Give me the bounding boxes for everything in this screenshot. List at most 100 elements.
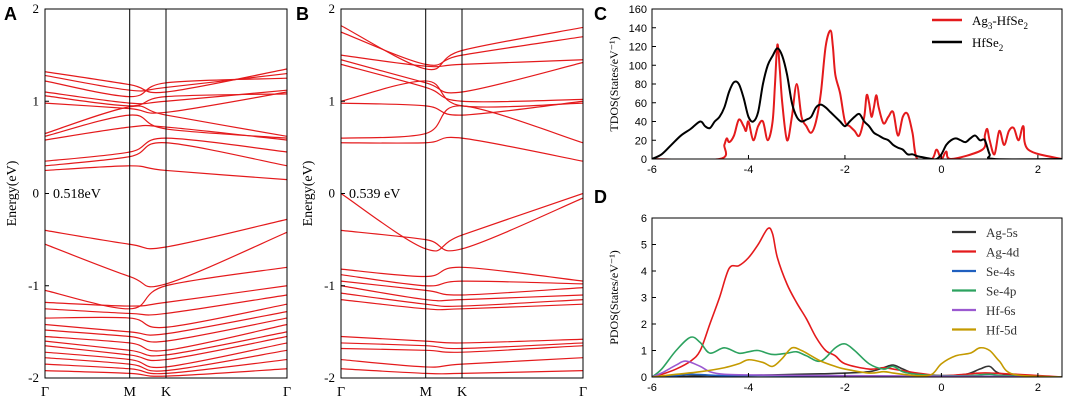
band-line-b-14 bbox=[341, 280, 583, 296]
y-tick-label-d-3: 3 bbox=[641, 293, 647, 305]
y-axis-label-d: PDOS(States/eV⁻¹) bbox=[607, 250, 621, 345]
band-panel-a: -2 -1 0 1 2 Γ M K Γ Energy(eV) 0.518eV bbox=[5, 1, 291, 400]
band-line-b-9 bbox=[341, 136, 583, 162]
y-tick-label-a-1: -1 bbox=[28, 278, 39, 293]
y-tick-label-d-0: 0 bbox=[641, 372, 647, 384]
x-tick-label-b-0: Γ bbox=[337, 385, 345, 400]
plots-layer: -2 -1 0 1 2 Γ M K Γ Energy(eV) 0.518eV -2 -1 0 1 2 Γ M K Γ E… bbox=[5, 1, 1063, 400]
y-tick-label-c-5: 100 bbox=[629, 60, 647, 72]
x-tick-label-b-2: K bbox=[457, 385, 467, 400]
legend-label-sub-0: 3 bbox=[988, 21, 993, 31]
band-lines-a bbox=[45, 68, 287, 377]
band-line-a-7 bbox=[45, 105, 287, 137]
band-line-a-15 bbox=[45, 266, 287, 310]
band-line-a-25 bbox=[45, 349, 287, 372]
panel-letter-b: B bbox=[296, 4, 309, 24]
y-tick-label-b-4: 2 bbox=[329, 1, 336, 16]
band-line-a-24 bbox=[45, 342, 287, 369]
x-tick-label-a-0: Γ bbox=[41, 385, 49, 400]
y-tick-label-d-4: 4 bbox=[641, 266, 647, 278]
band-line-b-5 bbox=[341, 63, 583, 103]
band-line-a-9 bbox=[45, 124, 287, 141]
legend-label-tail-0: -HfSe bbox=[992, 13, 1023, 28]
x-tick-label-a-1: M bbox=[123, 385, 136, 400]
panel-letter-c: C bbox=[594, 4, 607, 24]
y-tick-label-c-4: 80 bbox=[635, 79, 647, 91]
band-line-a-22 bbox=[45, 331, 287, 357]
band-line-a-12 bbox=[45, 165, 287, 181]
panel-letter-d: D bbox=[594, 187, 607, 207]
band-line-b-13 bbox=[341, 274, 583, 287]
band-line-a-10 bbox=[45, 137, 287, 162]
band-panel-b: -2 -1 0 1 2 Γ M K Γ Energy(eV) 0.539 eV bbox=[301, 1, 587, 400]
y-tick-label-b-0: -2 bbox=[324, 370, 335, 385]
y-tick-label-c-8: 160 bbox=[629, 4, 647, 16]
y-axis-label-c: TDOS(States/eV⁻¹) bbox=[607, 36, 621, 131]
band-line-b-3 bbox=[341, 54, 583, 68]
band-line-a-16 bbox=[45, 285, 287, 307]
band-line-b-11 bbox=[341, 197, 583, 252]
legend-d: Ag-5s Ag-4d Se-4s Se-4p Hf-6s Hf-5d bbox=[952, 225, 1020, 338]
legend-label-c-0: Ag3-HfSe2 bbox=[972, 13, 1028, 31]
series-lines-d bbox=[652, 227, 1062, 377]
legend-label-d-0: Ag-5s bbox=[986, 225, 1018, 240]
band-line-b-19 bbox=[341, 342, 583, 350]
band-line-a-21 bbox=[45, 323, 287, 352]
band-line-b-17 bbox=[341, 298, 583, 311]
y-tick-label-d-2: 2 bbox=[641, 319, 647, 331]
band-line-b-4 bbox=[341, 59, 583, 94]
band-line-b-12 bbox=[341, 266, 583, 282]
y-tick-label-c-2: 40 bbox=[635, 117, 647, 129]
x-tick-label-a-2: K bbox=[161, 385, 171, 400]
gap-label-a: 0.518eV bbox=[53, 187, 101, 202]
y-tick-label-b-1: -1 bbox=[324, 278, 335, 293]
x-tick-label-c-3: 0 bbox=[938, 164, 944, 176]
band-line-a-26 bbox=[45, 358, 287, 375]
y-tick-label-d-6: 6 bbox=[641, 213, 647, 225]
band-line-a-20 bbox=[45, 317, 287, 343]
y-tick-label-d-1: 1 bbox=[641, 346, 647, 358]
y-tick-label-a-4: 2 bbox=[33, 1, 40, 16]
y-tick-label-a-3: 1 bbox=[33, 93, 40, 108]
legend-label-d-4: Hf-6s bbox=[986, 303, 1016, 318]
dos-panel-c: 0 20 40 60 80 100 120 140 160 -6 -4 -2 0 2 TDOS(States… bbox=[607, 4, 1063, 176]
band-line-a-23 bbox=[45, 335, 287, 362]
x-tick-label-c-2: -2 bbox=[840, 164, 850, 176]
x-tick-label-c-4: 2 bbox=[1035, 164, 1041, 176]
gap-label-b: 0.539 eV bbox=[349, 187, 400, 202]
band-line-a-19 bbox=[45, 310, 287, 336]
x-tick-label-d-4: 2 bbox=[1035, 382, 1041, 394]
legend-label-d-5: Hf-5d bbox=[986, 323, 1018, 338]
band-line-a-13 bbox=[45, 218, 287, 250]
y-axis-label-a: Energy(eV) bbox=[5, 160, 20, 226]
legend-label-main-0: Ag bbox=[972, 13, 988, 28]
band-line-b-18 bbox=[341, 335, 583, 344]
x-tick-label-b-1: M bbox=[419, 385, 432, 400]
band-line-b-20 bbox=[341, 345, 583, 353]
x-tick-label-d-3: 0 bbox=[938, 382, 944, 394]
band-line-a-18 bbox=[45, 303, 287, 329]
band-line-b-2 bbox=[341, 31, 583, 66]
series-line-d-hf-5d bbox=[652, 346, 1062, 377]
x-tick-label-c-0: -6 bbox=[647, 164, 657, 176]
legend-label-d-2: Se-4s bbox=[986, 264, 1015, 279]
band-line-b-10 bbox=[341, 192, 583, 252]
y-tick-label-a-0: -2 bbox=[28, 370, 39, 385]
y-tick-label-b-2: 0 bbox=[329, 186, 336, 201]
band-lines-b bbox=[341, 25, 583, 375]
y-axis-label-b: Energy(eV) bbox=[301, 160, 316, 226]
legend-label-c-1: HfSe2 bbox=[972, 35, 1003, 53]
band-line-a-11 bbox=[45, 142, 287, 167]
y-tick-label-b-3: 1 bbox=[329, 93, 336, 108]
y-tick-label-d-5: 5 bbox=[641, 240, 647, 252]
x-tick-label-a-3: Γ bbox=[283, 385, 291, 400]
band-line-a-5 bbox=[45, 93, 287, 107]
band-line-b-8 bbox=[341, 105, 583, 144]
band-line-a-6 bbox=[45, 91, 287, 114]
legend-label-sub-1: 2 bbox=[999, 43, 1004, 53]
band-line-b-22 bbox=[341, 368, 583, 375]
legend-label-main-1: HfSe bbox=[972, 35, 999, 50]
